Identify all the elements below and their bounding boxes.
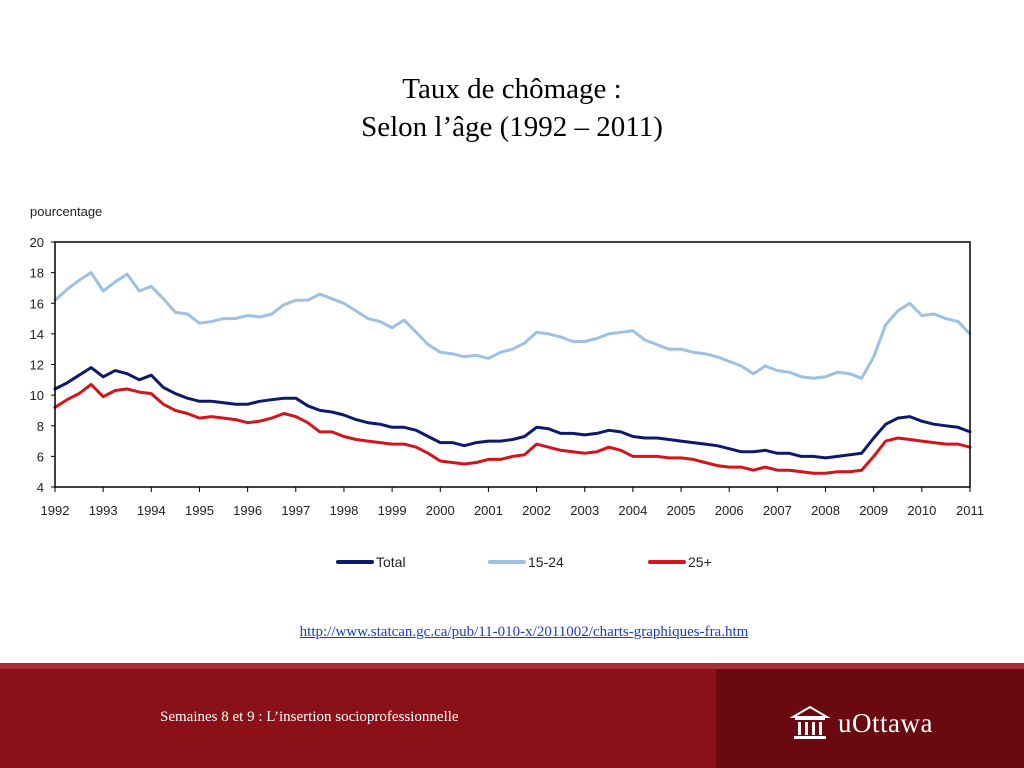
y-axis-label: pourcentage [30,204,102,219]
y-tick-label: 20 [30,235,44,250]
x-tick-label: 2000 [426,503,455,518]
footer-text: Semaines 8 et 9 : L’insertion socioprofe… [160,709,459,725]
series-line-15-24 [53,271,972,380]
legend-label: 15-24 [528,554,564,570]
legend-label: 25+ [688,554,712,570]
footer-brand-panel [716,669,1024,768]
x-tick-label: 1996 [233,503,262,518]
x-tick-label: 2011 [956,503,984,518]
x-tick-label: 1997 [281,503,310,518]
x-tick-label: 2010 [907,503,936,518]
x-tick-labels: 1992 1993 1994 1995 1996 1997 1998 1999 2000 2001… [41,487,984,518]
slide-title: Taux de chômage : Selon l’âge (1992 – 20… [0,70,1024,146]
unemployment-chart: pourcentage 4 6 8 10 12 14 16 18 20 1992 1993 1994… [30,204,984,570]
y-tick-labels: 4 6 8 10 12 14 16 18 20 [30,235,55,495]
x-tick-label: 1995 [185,503,214,518]
y-tick-label: 12 [30,358,44,373]
x-tick-label: 2007 [763,503,792,518]
source-link[interactable]: http://www.statcan.gc.ca/pub/11-010-x/20… [299,624,749,640]
y-tick-label: 4 [37,480,44,495]
y-tick-label: 10 [30,388,44,403]
x-tick-label: 2009 [859,503,888,518]
x-tick-label: 2004 [618,503,647,518]
x-tick-label: 2005 [667,503,696,518]
y-tick-label: 6 [37,449,44,464]
legend-label: Total [376,554,406,570]
x-tick-label: 2003 [570,503,599,518]
x-tick-label: 2001 [474,503,503,518]
series-line-total [53,366,972,460]
x-tick-label: 2006 [715,503,744,518]
x-tick-label: 2008 [811,503,840,518]
slide-title-line-1: Taux de chômage : [402,73,622,105]
x-tick-label: 1993 [89,503,118,518]
footer-band [0,663,1024,669]
y-tick-label: 16 [30,296,44,311]
brand-name: uOttawa [838,707,933,738]
series-line-25- [53,382,972,475]
brand: uOttawa [790,703,933,743]
y-tick-label: 18 [30,266,44,281]
y-tick-label: 14 [30,327,44,342]
plot-area [54,241,971,488]
x-tick-label: 2002 [522,503,551,518]
x-tick-label: 1999 [378,503,407,518]
slide-title-line-2: Selon l’âge (1992 – 2011) [361,111,663,143]
x-tick-label: 1994 [137,503,166,518]
footer-bar: Semaines 8 et 9 : L’insertion socioprofe… [0,663,1024,768]
building-columns-icon [790,705,830,739]
series-lines [53,271,972,475]
x-tick-label: 1992 [41,503,70,518]
x-tick-label: 1998 [329,503,358,518]
y-tick-label: 8 [37,419,44,434]
legend: Total 15-24 25+ [336,554,712,570]
